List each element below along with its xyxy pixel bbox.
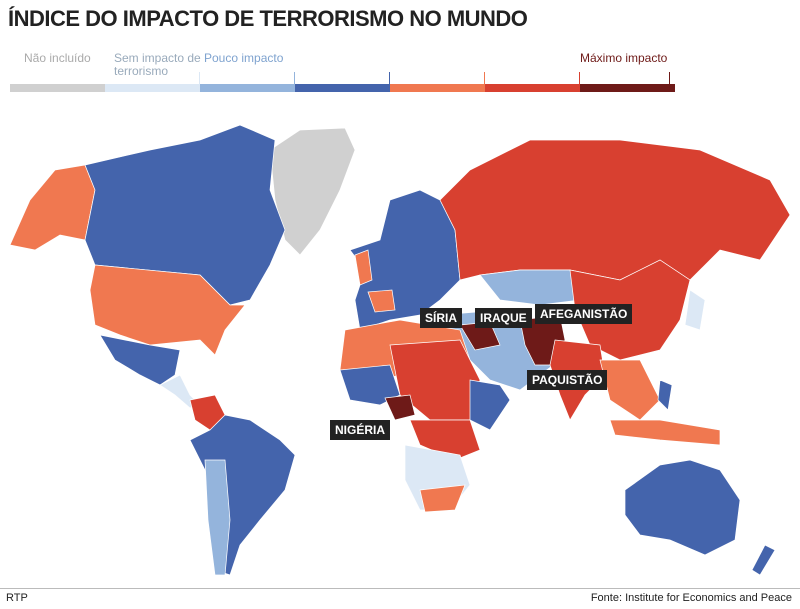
region-canada [84,124,286,306]
legend-swatch-high [485,84,580,92]
region-south-africa [419,484,466,513]
legend-label-max-impact: Máximo impacto [580,51,668,65]
region-uk [354,249,373,286]
region-south-america [189,414,296,576]
legend-swatch-medium-low [295,84,390,92]
legend-swatch-max [580,84,675,92]
region-japan [684,289,706,331]
label-nigeria: NIGÉRIA [330,420,391,440]
legend-tick [669,72,670,92]
region-france [367,289,396,313]
legend-tick [294,72,295,92]
region-usa [89,264,246,356]
legend-swatch-low [200,84,295,92]
legend-tick [389,72,390,92]
legend-swatch-medium [390,84,485,92]
label-afghanistan: AFEGANISTÃO [535,304,633,324]
world-map [9,124,791,576]
region-alaska [9,164,96,251]
legend-swatch-not-included [10,84,105,92]
footer-divider [0,588,800,589]
region-australia [624,459,741,556]
region-indonesia [609,419,721,446]
region-new-zealand [751,544,776,576]
legend-swatch-no-impact [105,84,200,92]
legend-label-not-included: Não incluído [24,51,91,65]
region-east-africa [469,379,511,431]
legend-tick [484,72,485,92]
legend-tick [199,72,200,92]
region-mexico [99,334,181,386]
region-nigeria [384,394,416,421]
page-title: ÍNDICE DO IMPACTO DE TERRORISMO NO MUNDO [8,6,528,31]
footer-credit: RTP [6,592,28,604]
region-russia [439,139,791,281]
footer-source: Fonte: Institute for Economics and Peace [590,592,792,604]
region-south-america-south [204,459,231,576]
region-central-asia [479,269,581,306]
legend-tick [579,72,580,92]
legend-label-low-impact: Pouco impacto [204,51,284,65]
label-pakistan: PAQUISTÃO [527,370,608,390]
region-southeast-asia [599,359,661,421]
region-philippines [657,379,673,411]
label-iraq: IRAQUE [475,308,532,328]
region-central-africa [409,419,481,461]
label-syria: SÍRIA [420,308,463,328]
legend-label-no-impact: Sem impacto de terrorismo [114,51,201,78]
